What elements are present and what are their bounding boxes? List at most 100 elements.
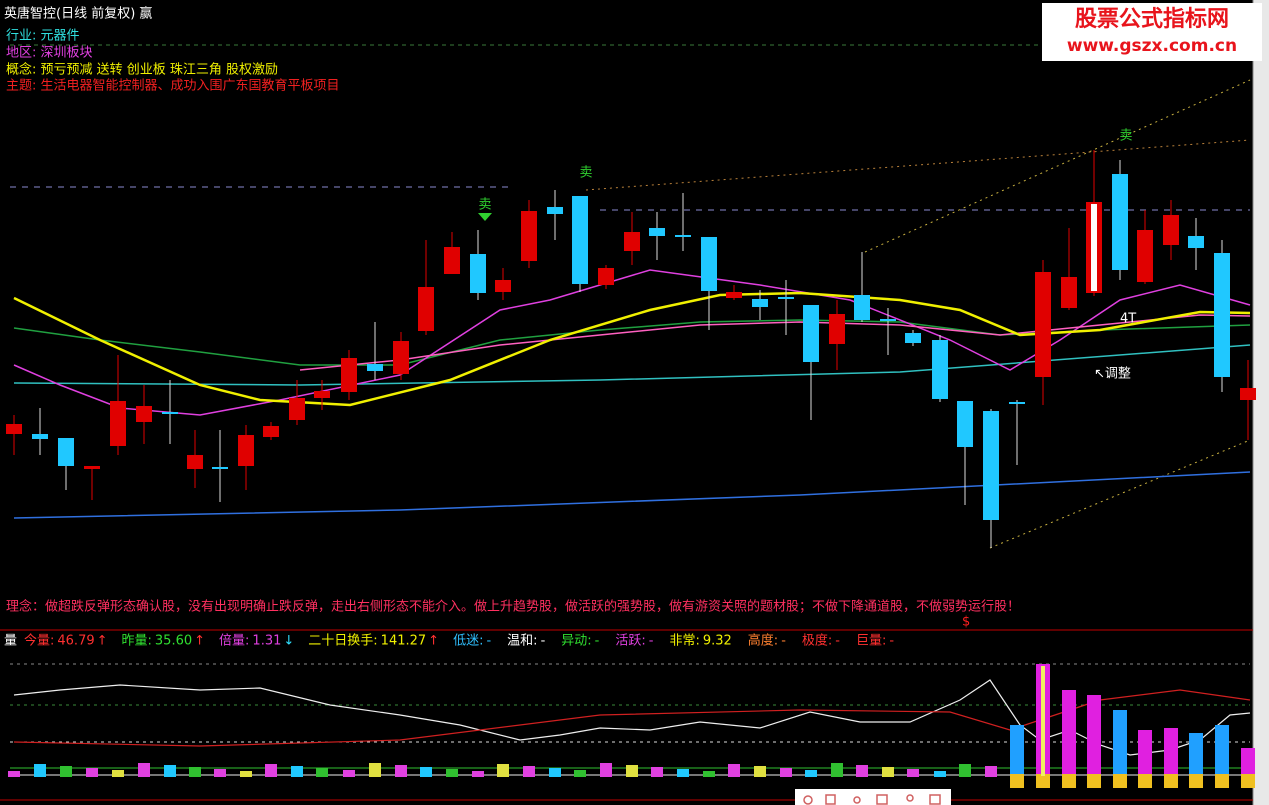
- indicator-label: 巨量:: [856, 634, 886, 649]
- vol-bar: [626, 765, 638, 777]
- info-line: 行业: 元器件: [6, 29, 80, 44]
- vol-bar: [831, 763, 843, 777]
- vol-bar: [574, 770, 586, 777]
- watermark-url: www.gszx.com.cn: [1067, 36, 1237, 56]
- candle-body: [624, 232, 640, 251]
- indicator-label: 异动:: [561, 634, 591, 649]
- watermark-box: [1042, 3, 1262, 61]
- candle-body: [1009, 402, 1025, 404]
- candle-body: [393, 341, 409, 374]
- indicator-label: 活跃:: [615, 634, 645, 649]
- vol-bar: [343, 770, 355, 777]
- vol-bar-base: [1215, 774, 1229, 788]
- candle-body: [263, 426, 279, 437]
- vol-bar-base: [1010, 774, 1024, 788]
- vol-bar: [291, 766, 303, 777]
- title: 英唐智控(日线 前复权) 赢: [4, 6, 152, 22]
- indicator-value: -: [595, 634, 600, 649]
- indicator-value: 1.31: [252, 634, 281, 649]
- candle-body: [778, 297, 794, 299]
- indicator-arrow: ↑: [194, 634, 205, 649]
- candle-body: [547, 207, 563, 214]
- vol-bar: [1010, 725, 1024, 788]
- indicator-value: -: [541, 634, 546, 649]
- vol-bar: [112, 770, 124, 777]
- candle-body: [495, 280, 511, 292]
- vol-bar: [8, 771, 20, 777]
- candle-body: [932, 340, 948, 399]
- candle-body: [726, 292, 742, 298]
- candle-body: [1061, 277, 1077, 308]
- candle-body: [187, 455, 203, 469]
- vol-bar: [805, 770, 817, 777]
- candle-body: [983, 411, 999, 520]
- indicator-arrow: ↑: [97, 634, 108, 649]
- vol-bar: [164, 765, 176, 777]
- candle-body: [162, 412, 178, 414]
- candle-body: [905, 333, 921, 343]
- candle-body: [829, 314, 845, 344]
- ma-line: [13, 471, 1251, 519]
- toolbar[interactable]: [795, 789, 951, 805]
- vol-bar: [907, 769, 919, 777]
- candle-body: [1137, 230, 1153, 282]
- vol-bar: [240, 771, 252, 777]
- indicator-value: -: [889, 634, 894, 649]
- toolbar-icons[interactable]: [803, 794, 941, 805]
- candle-body: [803, 305, 819, 362]
- ma-line: [13, 291, 1251, 407]
- vol-bar-base: [1036, 774, 1050, 788]
- candle-body: [314, 391, 330, 398]
- indicator-label: 昨量:: [122, 634, 152, 649]
- vol-bar: [959, 764, 971, 777]
- vol-bar: [1138, 730, 1152, 788]
- vol-bar: [985, 766, 997, 777]
- candle-body: [598, 268, 614, 285]
- vol-bar-base: [1087, 774, 1101, 788]
- vol-bar: [472, 771, 484, 777]
- indicator-label: 二十日换手:: [308, 634, 377, 649]
- indicator-label: 倍量:: [219, 634, 249, 649]
- vol-bar: [316, 768, 328, 777]
- candle-body: [341, 358, 357, 392]
- indicator-value: -: [649, 634, 654, 649]
- candle-body: [1163, 215, 1179, 245]
- candle-body: [84, 466, 100, 469]
- indicator-value: -: [486, 634, 491, 649]
- vol-bar: [523, 766, 535, 777]
- candle-body: [1188, 236, 1204, 248]
- plot: [6, 150, 1256, 788]
- candle-body: [649, 228, 665, 236]
- indicator-label: 今量:: [24, 633, 54, 649]
- candle-body: [521, 211, 537, 261]
- vol-core: [1041, 666, 1045, 776]
- indicator-value: 35.60: [155, 634, 192, 649]
- vol-bar: [728, 764, 740, 777]
- vol-bar-base: [1164, 774, 1178, 788]
- scrollbar: [1253, 0, 1269, 805]
- vol-bar: [1087, 695, 1101, 788]
- indicator-value: 46.79: [57, 634, 94, 649]
- vol-bar: [497, 764, 509, 777]
- vol-bar: [189, 767, 201, 777]
- candle-body: [957, 401, 973, 447]
- candle-body: [572, 196, 588, 284]
- vol-bar: [265, 764, 277, 777]
- vol-bar: [214, 769, 226, 777]
- vol-bar: [549, 768, 561, 777]
- candle-body: [1240, 388, 1256, 400]
- trend-line: [989, 439, 1251, 549]
- vol-ma: [13, 689, 1251, 747]
- vol-bar: [369, 763, 381, 777]
- candle-body: [289, 398, 305, 420]
- candle-body: [470, 254, 486, 293]
- candle-body: [1214, 253, 1230, 377]
- ma-line: [13, 344, 1251, 386]
- indicator-value: -: [835, 634, 840, 649]
- indicator-label: 极度:: [802, 633, 832, 649]
- indicator-label: 高度:: [748, 633, 778, 649]
- candle-body: [752, 299, 768, 307]
- vol-bar: [754, 766, 766, 777]
